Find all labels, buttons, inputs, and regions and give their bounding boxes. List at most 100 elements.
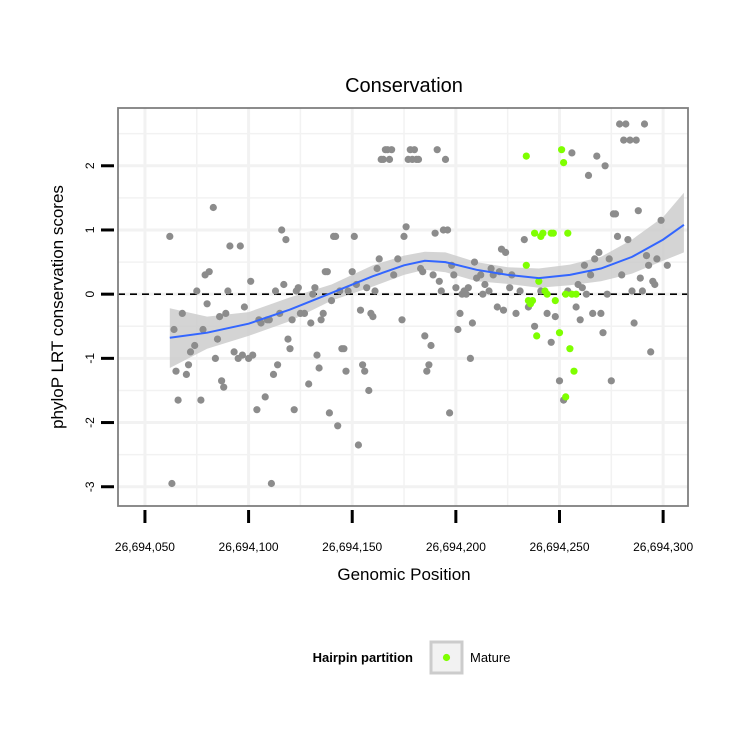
plot-panel-background: [118, 108, 688, 506]
other-point: [400, 232, 408, 240]
mature-point: [522, 261, 530, 269]
mature-point: [551, 297, 559, 305]
other-point: [487, 264, 495, 273]
other-point: [578, 284, 586, 292]
other-point: [466, 354, 474, 362]
other-point: [319, 309, 327, 317]
other-point: [170, 325, 178, 334]
other-point: [203, 300, 211, 308]
mature-point: [564, 229, 572, 237]
other-point: [398, 316, 406, 324]
other-point: [444, 226, 452, 234]
other-point: [512, 309, 520, 317]
other-point: [390, 271, 398, 279]
other-point: [369, 313, 377, 321]
other-point: [531, 322, 539, 330]
mature-point: [566, 345, 574, 353]
data-points: [166, 120, 671, 488]
other-point: [421, 332, 429, 340]
other-point: [429, 271, 437, 279]
other-point: [628, 287, 636, 295]
mature-point: [562, 290, 570, 298]
x-tick-label: 26,694,050: [115, 540, 175, 554]
mature-point: [528, 297, 537, 305]
x-tick-label: 26,694,200: [426, 540, 486, 554]
other-point: [323, 268, 331, 276]
other-point: [226, 242, 234, 250]
other-point: [580, 261, 589, 269]
other-point: [379, 155, 387, 163]
other-point: [595, 248, 603, 256]
other-point: [363, 284, 371, 292]
other-point: [184, 361, 193, 369]
other-point: [340, 345, 348, 353]
other-point: [431, 229, 439, 237]
other-point: [470, 258, 479, 266]
other-point: [280, 280, 288, 289]
other-point: [452, 284, 460, 292]
other-point: [618, 271, 626, 279]
other-point: [613, 232, 622, 240]
other-point: [300, 309, 309, 317]
other-point: [344, 287, 352, 295]
legend-title: Hairpin partition: [313, 650, 413, 665]
y-tick-label: -3: [83, 481, 97, 492]
other-point: [493, 303, 501, 311]
mature-point: [543, 290, 551, 298]
other-point: [282, 236, 290, 244]
other-point: [622, 120, 630, 128]
other-point: [607, 377, 615, 385]
confidence-ribbon: [169, 192, 684, 368]
other-point: [220, 383, 228, 391]
other-point: [410, 146, 418, 154]
x-axis: 26,694,050 26,694,100 26,694,150 26,694,200…: [115, 510, 693, 554]
other-point: [632, 136, 640, 144]
mature-point: [562, 393, 570, 401]
other-point: [435, 277, 443, 285]
other-point: [640, 120, 649, 128]
mature-point: [572, 290, 580, 298]
other-point: [290, 406, 298, 414]
other-point: [317, 316, 325, 324]
other-point: [350, 232, 358, 240]
other-point: [359, 361, 367, 369]
other-point: [178, 309, 186, 317]
other-point: [636, 274, 644, 282]
other-point: [247, 277, 255, 285]
plot-panel-border: [117, 107, 689, 507]
other-point: [663, 261, 671, 269]
other-point: [388, 146, 396, 154]
other-point: [576, 316, 584, 324]
other-point: [601, 162, 609, 170]
other-point: [616, 120, 624, 128]
other-point: [634, 207, 642, 215]
mature-point: [560, 159, 568, 167]
other-point: [468, 319, 476, 327]
mature-point: [558, 146, 566, 154]
other-point: [168, 479, 176, 488]
other-point: [502, 248, 510, 256]
other-point: [332, 232, 340, 240]
other-point: [216, 313, 224, 321]
other-point: [591, 255, 599, 263]
y-tick-label: 0: [83, 291, 97, 298]
other-point: [224, 287, 232, 295]
other-point: [174, 396, 182, 404]
other-point: [547, 338, 555, 346]
other-point: [172, 367, 180, 375]
mature-point: [549, 229, 557, 237]
other-point: [582, 290, 591, 298]
other-point: [456, 309, 464, 317]
other-point: [425, 361, 433, 369]
other-point: [626, 136, 634, 144]
other-point: [197, 396, 205, 404]
other-point: [222, 309, 230, 317]
other-point: [620, 136, 628, 144]
other-point: [642, 252, 651, 260]
other-point: [419, 268, 427, 276]
other-point: [593, 152, 601, 160]
other-point: [589, 309, 597, 317]
x-tick-label: 26,694,250: [529, 540, 589, 554]
other-point: [309, 290, 317, 298]
other-point: [584, 171, 593, 179]
